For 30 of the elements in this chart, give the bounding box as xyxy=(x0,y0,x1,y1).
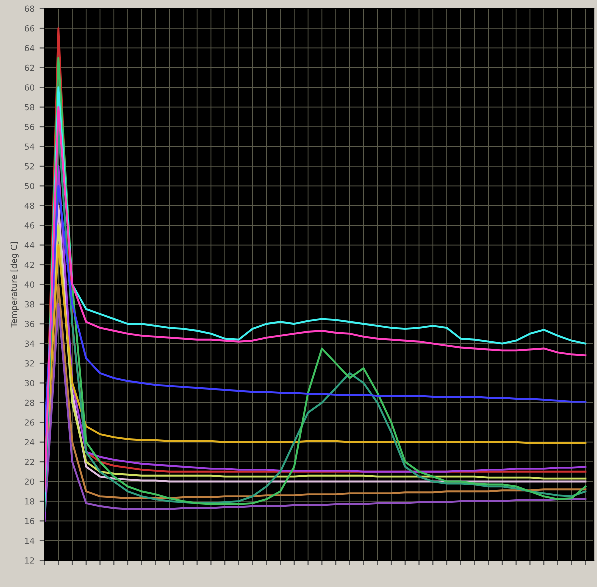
y-tick-label: 14 xyxy=(25,538,35,544)
y-tick-label: 48 xyxy=(24,202,34,210)
y-tick-label: 40 xyxy=(24,282,34,288)
y-tick-label: 56 xyxy=(25,124,35,130)
y-tick-label: 42 xyxy=(24,262,34,268)
y-tick-label: 18 xyxy=(25,498,34,505)
y-tick-label: 32 xyxy=(25,360,34,367)
y-tick-label: 58 xyxy=(25,104,34,111)
y-tick-label: 22 xyxy=(25,459,34,466)
y-tick-label: 52 xyxy=(25,163,34,170)
y-tick-label: 36 xyxy=(25,321,35,328)
y-tick-label: 34 xyxy=(25,340,35,348)
y-tick-label: 62 xyxy=(25,64,34,72)
y-tick-label: 68 xyxy=(25,6,34,12)
y-tick-label: 50 xyxy=(25,183,34,190)
y-tick-label: 38 xyxy=(25,301,34,308)
y-tick-label: 54 xyxy=(25,144,35,150)
y-tick-label: 24 xyxy=(25,439,35,446)
y-tick-label: 16 xyxy=(25,518,35,524)
y-tick-label: 46 xyxy=(24,222,35,229)
y-tick-label: 60 xyxy=(25,84,34,91)
y-tick-label: 66 xyxy=(25,25,35,32)
y-tick-label: 44 xyxy=(24,242,35,248)
y-axis-title: Temperature [deg C] xyxy=(10,242,19,328)
y-tick-label: 26 xyxy=(25,420,35,426)
y-tick-label: 28 xyxy=(25,400,34,406)
y-tick-label: 20 xyxy=(25,478,34,486)
y-tick-label: 30 xyxy=(25,380,34,387)
y-tick-label: 64 xyxy=(25,45,35,52)
y-tick-label: 12 xyxy=(25,558,34,564)
